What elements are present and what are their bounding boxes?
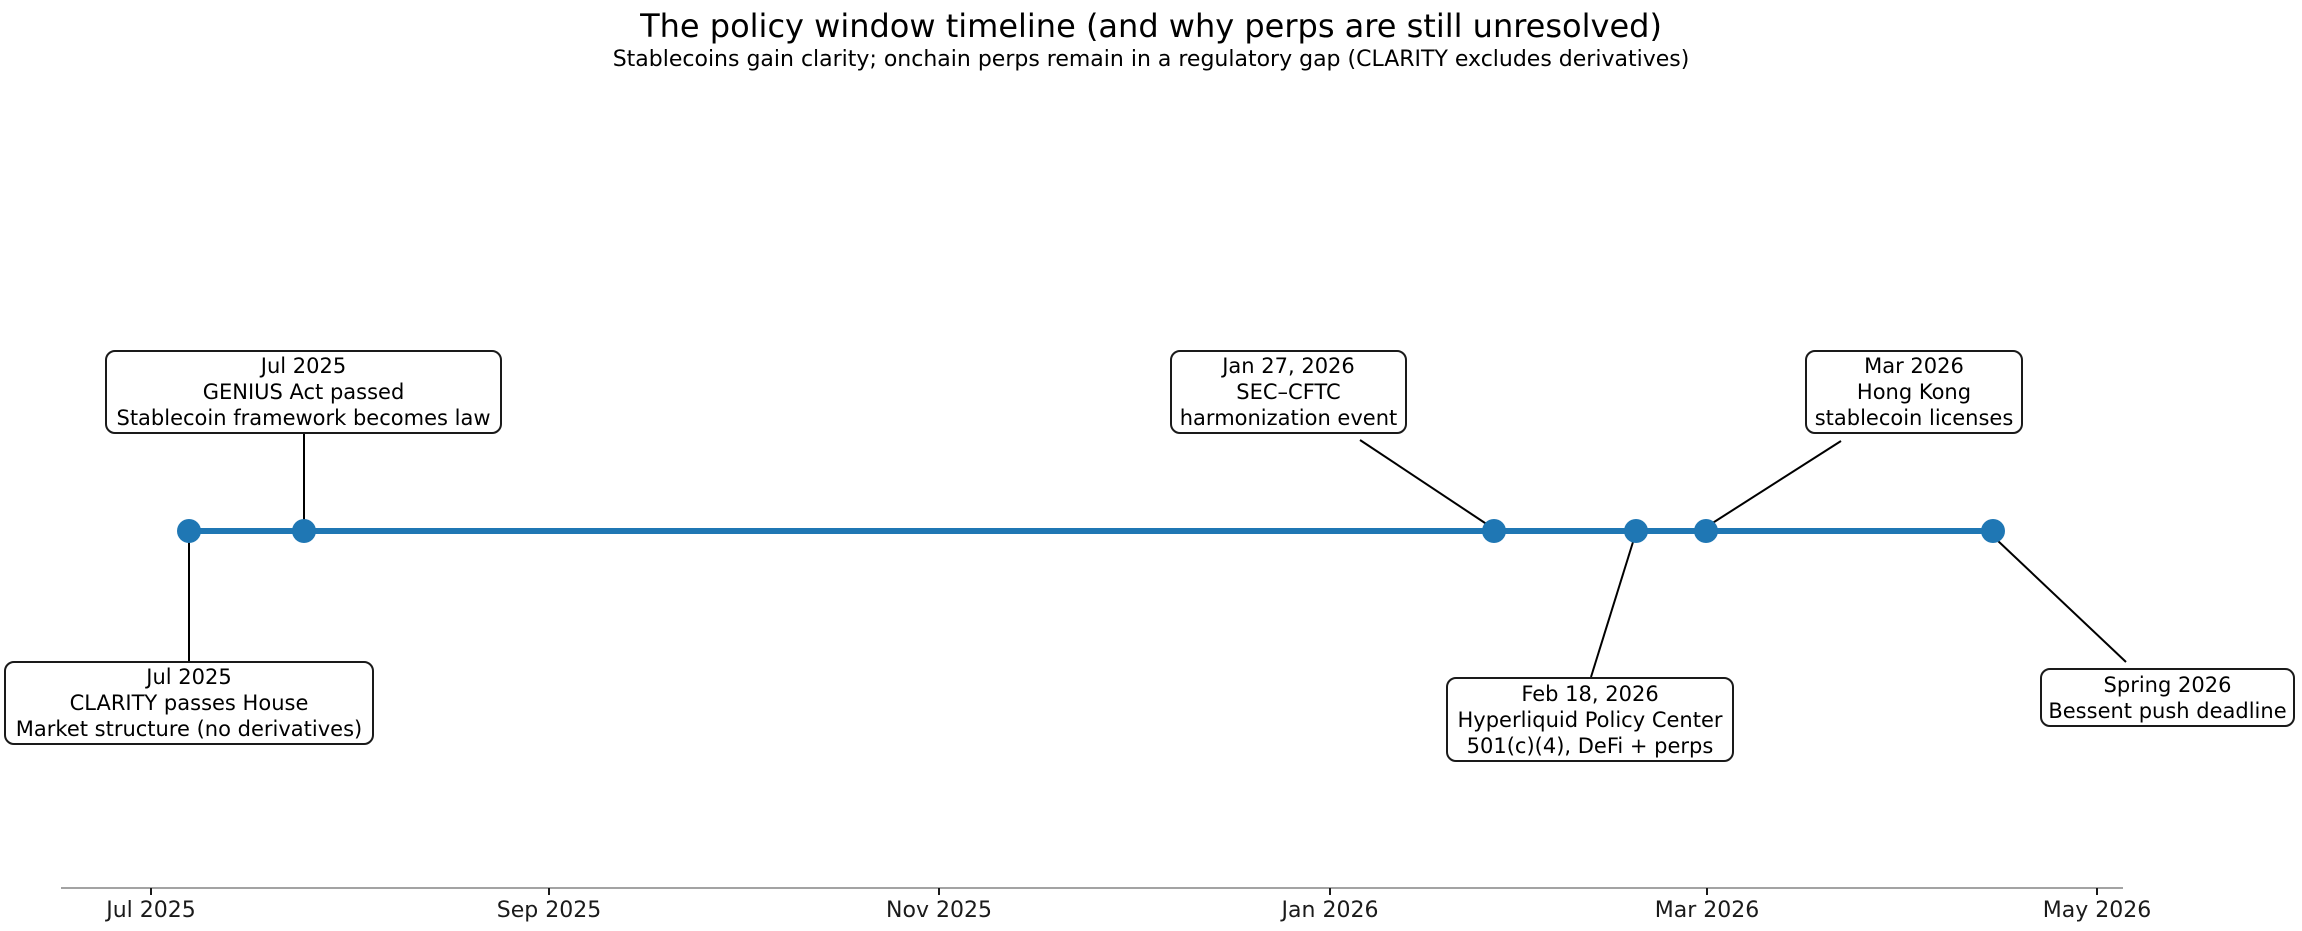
- annotation-line: Feb 18, 2026: [1521, 681, 1659, 706]
- annotation-bessent-deadline: Spring 2026 Bessent push deadline: [2040, 668, 2295, 727]
- annotation-line: harmonization event: [1179, 406, 1398, 430]
- annotation-sec-cftc: Jan 27, 2026 SEC–CFTC harmonization even…: [1170, 350, 1407, 434]
- annotation-line: Jan 27, 2026: [1222, 354, 1355, 378]
- chart-subtitle: Stablecoins gain clarity; onchain perps …: [612, 47, 1690, 72]
- annotation-line: Market structure (no derivatives): [15, 717, 363, 741]
- leader-line-bessent: [1996, 539, 2127, 663]
- x-axis-tick-label: Jul 2025: [106, 898, 196, 923]
- annotation-line: Jul 2025: [260, 354, 347, 378]
- annotation-line: Hong Kong: [1856, 380, 1972, 404]
- annotation-line: GENIUS Act passed: [202, 380, 405, 404]
- annotation-genius-act: Jul 2025 GENIUS Act passed Stablecoin fr…: [105, 350, 502, 434]
- timeline-dot-genius-act: [292, 519, 316, 543]
- x-axis-tick-label: Mar 2026: [1654, 898, 1760, 923]
- annotation-hong-kong: Mar 2026 Hong Kong stablecoin licenses: [1805, 350, 2023, 434]
- annotation-line: Bessent push deadline: [2048, 698, 2287, 723]
- chart-title: The policy window timeline (and why perp…: [640, 7, 1662, 45]
- leader-line-hyperliquid: [1590, 541, 1634, 678]
- timeline-dot-hyperliquid: [1624, 519, 1648, 543]
- x-axis-tick-label: Nov 2025: [886, 898, 992, 923]
- annotation-line: Hyperliquid Policy Center: [1457, 707, 1723, 732]
- leader-line-sec-cftc: [1359, 439, 1489, 526]
- x-axis-tick-label: Jan 2026: [1281, 898, 1379, 923]
- annotation-line: Mar 2026: [1864, 354, 1964, 378]
- timeline-dot-hong-kong: [1694, 519, 1718, 543]
- annotation-line: CLARITY passes House: [69, 691, 309, 715]
- x-axis-tick-label: May 2026: [2042, 898, 2152, 923]
- leader-line-hong-kong: [1710, 440, 1842, 525]
- annotation-line: Stablecoin framework becomes law: [116, 406, 491, 430]
- annotation-clarity-house: Jul 2025 CLARITY passes House Market str…: [4, 661, 374, 745]
- annotation-line: 501(c)(4), DeFi + perps: [1466, 733, 1714, 758]
- annotation-line: SEC–CFTC: [1236, 380, 1341, 404]
- x-axis-tick-label: Sep 2025: [496, 898, 602, 923]
- timeline-dot-clarity: [177, 519, 201, 543]
- timeline-dot-sec-cftc: [1482, 519, 1506, 543]
- annotation-hyperliquid: Feb 18, 2026 Hyperliquid Policy Center 5…: [1446, 677, 1734, 762]
- annotation-line: Jul 2025: [146, 665, 232, 689]
- timeline-dot-bessent: [1981, 519, 2005, 543]
- annotation-line: Spring 2026: [2103, 672, 2232, 697]
- annotation-line: stablecoin licenses: [1814, 406, 2014, 430]
